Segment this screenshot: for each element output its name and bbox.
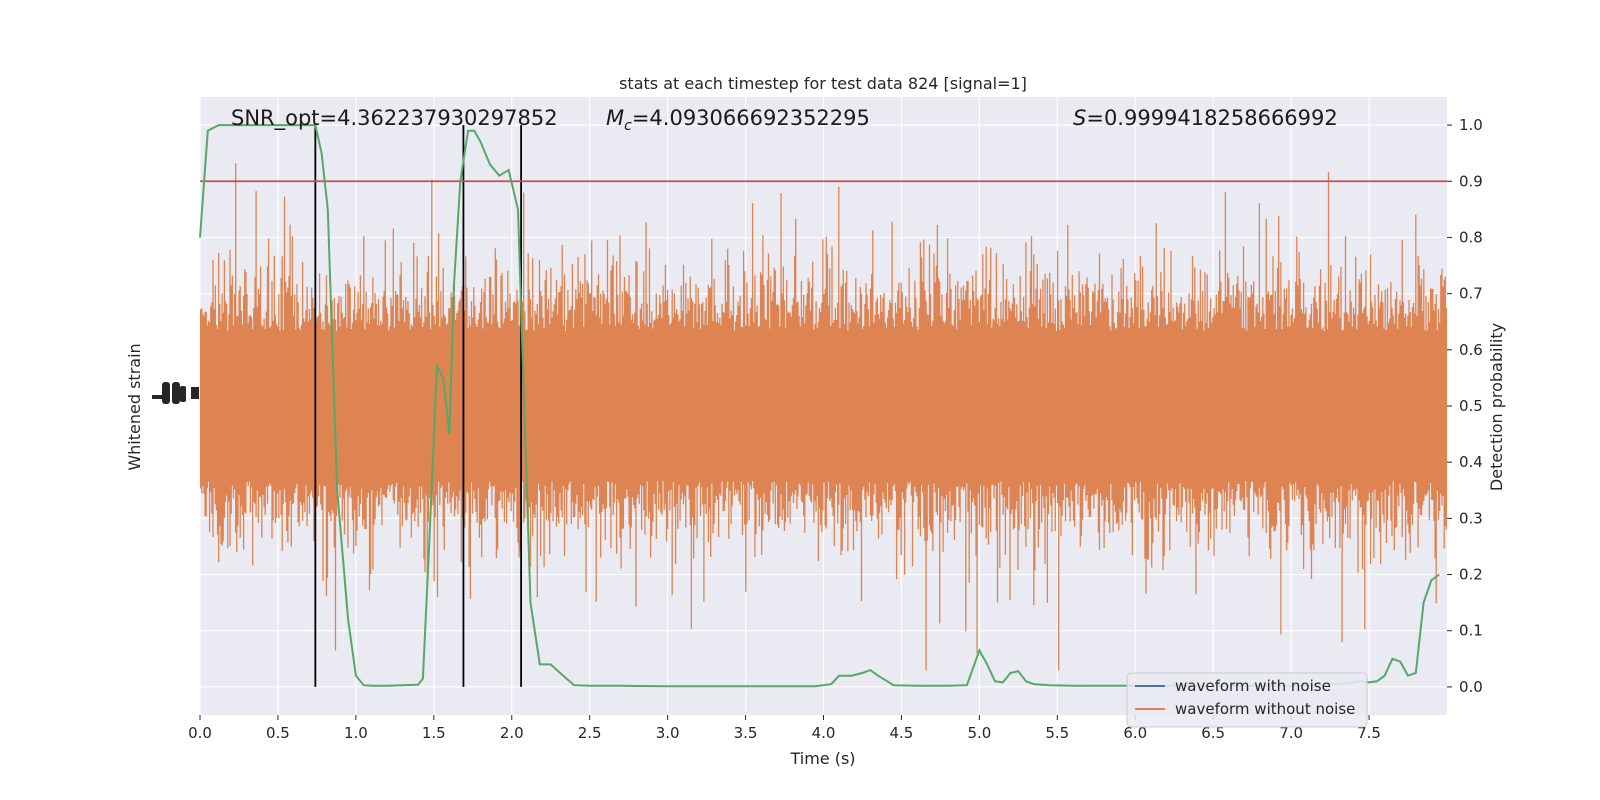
y-tick-label-9: 0.9 xyxy=(1459,172,1483,190)
y-tick-label-5: 0.5 xyxy=(1459,397,1483,415)
x-tick-label-13: 6.5 xyxy=(1201,724,1225,742)
strain-layer xyxy=(199,163,1448,671)
x-tick-label-8: 4.0 xyxy=(812,724,836,742)
mc-annotation: Mc=4.093066692352295 xyxy=(606,106,870,134)
x-tick-label-5: 2.5 xyxy=(578,724,602,742)
x-tick-label-0: 0.0 xyxy=(188,724,212,742)
x-tick-label-6: 3.0 xyxy=(656,724,680,742)
y-tick-label-6: 0.6 xyxy=(1459,341,1483,359)
x-tick-label-15: 7.5 xyxy=(1357,724,1381,742)
legend: waveform with noise waveform without noi… xyxy=(1126,672,1368,728)
x-tick-label-3: 1.5 xyxy=(422,724,446,742)
y-tick-label-7: 0.7 xyxy=(1459,285,1483,303)
x-tick-label-1: 0.5 xyxy=(266,724,290,742)
legend-label-with-noise: waveform with noise xyxy=(1175,677,1331,695)
y-tick-label-1: 0.1 xyxy=(1459,622,1483,640)
x-tick-label-10: 5.0 xyxy=(967,724,991,742)
y-tick-label-3: 0.3 xyxy=(1459,509,1483,527)
y-tick-label-0: 0.0 xyxy=(1459,678,1483,696)
x-tick-label-2: 1.0 xyxy=(344,724,368,742)
x-axis-label: Time (s) xyxy=(789,749,855,768)
x-tick-label-9: 4.5 xyxy=(890,724,914,742)
snr-annotation: SNR_opt=4.362237930297852 xyxy=(231,106,558,131)
y-tick-label-10: 1.0 xyxy=(1459,116,1483,134)
y-ticks-right: 0.0 0.1 0.2 0.3 0.4 0.5 0.6 0.7 0.8 0.9 1.0 xyxy=(1447,116,1483,696)
y-tick-label-4: 0.4 xyxy=(1459,453,1483,471)
chart-title: stats at each timestep for test data 824… xyxy=(619,74,1027,93)
s-value: =0.9999418258666992 xyxy=(1086,106,1337,130)
x-tick-label-4: 2.0 xyxy=(500,724,524,742)
y-axis-label-left: Whitened strain xyxy=(125,343,144,470)
vlines-layer xyxy=(314,125,523,687)
y-tick-label-8: 0.8 xyxy=(1459,228,1483,246)
strain-core xyxy=(200,348,1447,464)
legend-label-without-noise: waveform without noise xyxy=(1175,700,1355,718)
x-tick-label-12: 6.0 xyxy=(1123,724,1147,742)
x-tick-label-14: 7.0 xyxy=(1279,724,1303,742)
legend-box xyxy=(1126,672,1368,728)
mc-symbol: M xyxy=(606,106,624,130)
left-tick-cluster xyxy=(152,382,199,404)
s-symbol: S xyxy=(1073,106,1086,130)
mc-subscript: c xyxy=(624,118,632,134)
mc-value: =4.093066692352295 xyxy=(632,106,870,130)
s-annotation: S=0.9999418258666992 xyxy=(1073,106,1338,130)
y-tick-label-2: 0.2 xyxy=(1459,566,1483,584)
x-tick-label-7: 3.5 xyxy=(734,724,758,742)
x-tick-label-11: 5.5 xyxy=(1045,724,1069,742)
x-ticks: 0.0 0.5 1.0 1.5 2.0 2.5 3.0 3.5 4.0 4.5 5.0 5.5 6.0 6… xyxy=(188,715,1381,742)
y-axis-label-right: Detection probability xyxy=(1487,323,1506,491)
